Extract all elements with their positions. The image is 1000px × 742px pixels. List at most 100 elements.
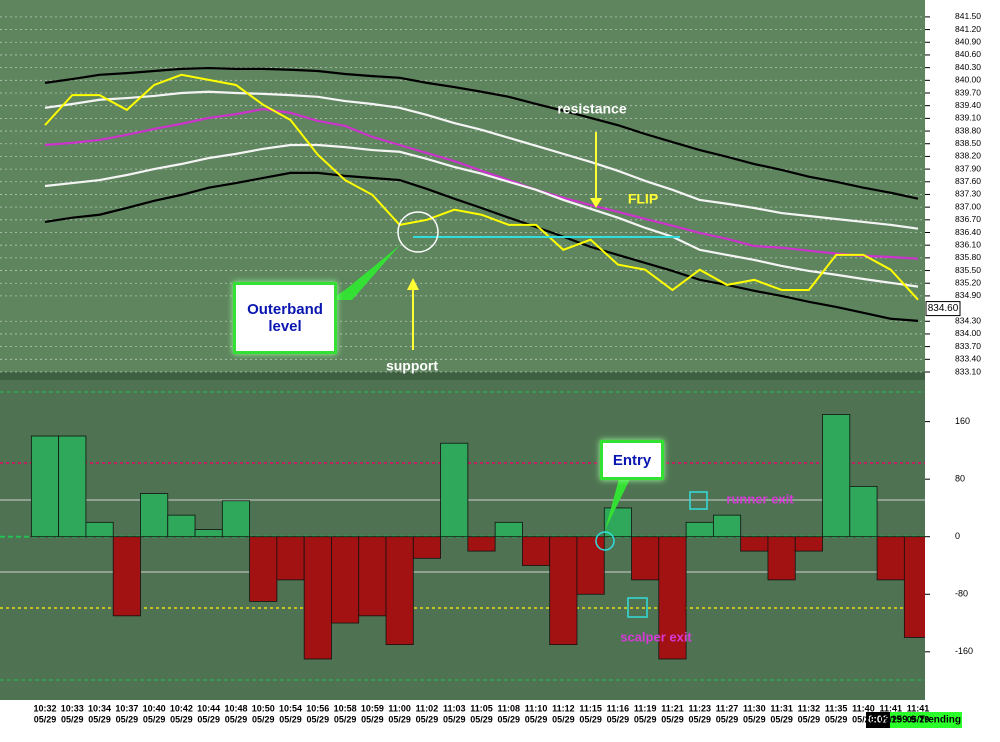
bar bbox=[522, 536, 551, 566]
x-tick-date: 05/29 bbox=[416, 714, 439, 724]
x-tick-label: 11:35 bbox=[825, 703, 848, 713]
x-tick-date: 05/29 bbox=[443, 714, 466, 724]
y-tick-label: 833.70 bbox=[955, 341, 981, 351]
x-tick-label: 10:33 bbox=[61, 703, 84, 713]
x-tick-label: 11:30 bbox=[743, 703, 766, 713]
bar bbox=[85, 521, 114, 538]
bar bbox=[276, 536, 305, 581]
x-tick-date: 05/29 bbox=[307, 714, 330, 724]
bar bbox=[140, 493, 169, 538]
bar bbox=[876, 536, 905, 581]
bar bbox=[331, 536, 360, 624]
x-tick-date: 05/29 bbox=[279, 714, 302, 724]
x-tick-label: 10:44 bbox=[197, 703, 220, 713]
marks bbox=[0, 16, 933, 660]
bar bbox=[631, 536, 660, 581]
x-tick-label: 10:48 bbox=[224, 703, 247, 713]
exit-marker bbox=[627, 597, 648, 618]
x-tick-label: 11:16 bbox=[607, 703, 630, 713]
y-tick-label: 839.10 bbox=[955, 113, 981, 123]
x-tick-label: 10:40 bbox=[143, 703, 166, 713]
x-tick-label: 10:34 bbox=[88, 703, 111, 713]
y-tick-label: -80 bbox=[955, 589, 968, 599]
x-tick-label: 11:27 bbox=[716, 703, 739, 713]
series-line bbox=[44, 107, 919, 260]
bar bbox=[412, 536, 441, 559]
bar bbox=[167, 514, 196, 538]
x-tick-label: 11:31 bbox=[770, 703, 793, 713]
x-tick-label: 11:41 bbox=[907, 703, 930, 713]
y-tick-label: 837.90 bbox=[955, 163, 981, 173]
y-tick-label: 839.70 bbox=[955, 87, 981, 97]
x-tick-date: 05/29 bbox=[388, 714, 411, 724]
highlight-circle bbox=[397, 211, 439, 253]
x-tick-label: 11:10 bbox=[525, 703, 548, 713]
x-tick-date: 05/29 bbox=[197, 714, 220, 724]
x-tick-date: 05/29 bbox=[607, 714, 630, 724]
arrow-head bbox=[407, 278, 419, 290]
callout-pointer bbox=[605, 475, 632, 530]
x-tick-date: 05/29 bbox=[252, 714, 275, 724]
annotation: support bbox=[386, 358, 438, 374]
y-tick-label: 836.40 bbox=[955, 227, 981, 237]
axis-area bbox=[925, 0, 1000, 742]
annotation: resistance bbox=[557, 101, 626, 117]
bar bbox=[358, 536, 387, 617]
x-tick-date: 05/29 bbox=[34, 714, 57, 724]
x-tick-date: 05/29 bbox=[688, 714, 711, 724]
bar bbox=[794, 536, 823, 552]
x-tick-label: 11:32 bbox=[798, 703, 821, 713]
x-tick-label: 10:42 bbox=[170, 703, 193, 713]
x-tick-date: 05/29 bbox=[798, 714, 821, 724]
x-tick-date: 05/29 bbox=[88, 714, 111, 724]
x-tick-date: 05/29 bbox=[743, 714, 766, 724]
status-mode-box bbox=[890, 712, 962, 728]
x-tick-date: 05/29 bbox=[170, 714, 193, 724]
x-tick-date: 05/29 bbox=[661, 714, 684, 724]
annotation: scalper exit bbox=[620, 629, 692, 644]
x-tick-label: 10:50 bbox=[252, 703, 275, 713]
x-tick-label: 11:40 bbox=[852, 703, 875, 713]
x-tick-label: 11:41 bbox=[879, 703, 902, 713]
bar bbox=[58, 435, 87, 538]
y-tick-label: 833.40 bbox=[955, 354, 981, 364]
bar bbox=[221, 500, 251, 538]
annotation: FLIP bbox=[628, 191, 658, 207]
x-tick-date: 05/29 bbox=[879, 714, 902, 724]
callout-box: Outerband level bbox=[233, 282, 337, 354]
x-tick-label: 10:32 bbox=[33, 703, 56, 713]
x-tick-date: 05/29 bbox=[770, 714, 793, 724]
x-tick-label: 11:05 bbox=[470, 703, 493, 713]
x-tick-date: 05/29 bbox=[61, 714, 84, 724]
y-tick-label: 835.20 bbox=[955, 277, 981, 287]
x-tick-date: 05/29 bbox=[470, 714, 493, 724]
y-tick-label: 838.20 bbox=[955, 151, 981, 161]
x-tick-label: 11:19 bbox=[634, 703, 657, 713]
series-line bbox=[44, 66, 919, 200]
x-tick-date: 05/29 bbox=[334, 714, 357, 724]
callout-box: Entry bbox=[600, 440, 664, 480]
bar bbox=[740, 536, 769, 552]
y-tick-label: 837.30 bbox=[955, 189, 981, 199]
x-tick-label: 10:54 bbox=[279, 703, 302, 713]
bar bbox=[385, 536, 414, 646]
x-tick-date: 05/29 bbox=[225, 714, 248, 724]
status-timer: 0:02 bbox=[868, 715, 888, 726]
bar bbox=[658, 536, 687, 660]
x-tick-date: 05/29 bbox=[143, 714, 166, 724]
x-tick-date: 05/29 bbox=[634, 714, 657, 724]
y-tick-label: 834.30 bbox=[955, 316, 981, 326]
y-tick-label: 840.00 bbox=[955, 75, 981, 85]
x-tick-label: 10:58 bbox=[334, 703, 357, 713]
bar bbox=[603, 507, 632, 538]
status-mode: 159.9 Trending bbox=[891, 715, 961, 726]
y-tick-label: 840.30 bbox=[955, 62, 981, 72]
y-tick-label: 835.50 bbox=[955, 265, 981, 275]
x-tick-label: 11:15 bbox=[579, 703, 602, 713]
last-price-box bbox=[925, 301, 961, 317]
x-tick-date: 05/29 bbox=[361, 714, 384, 724]
x-tick-label: 10:59 bbox=[361, 703, 384, 713]
y-tick-label: 836.10 bbox=[955, 239, 981, 249]
bar bbox=[685, 521, 714, 538]
